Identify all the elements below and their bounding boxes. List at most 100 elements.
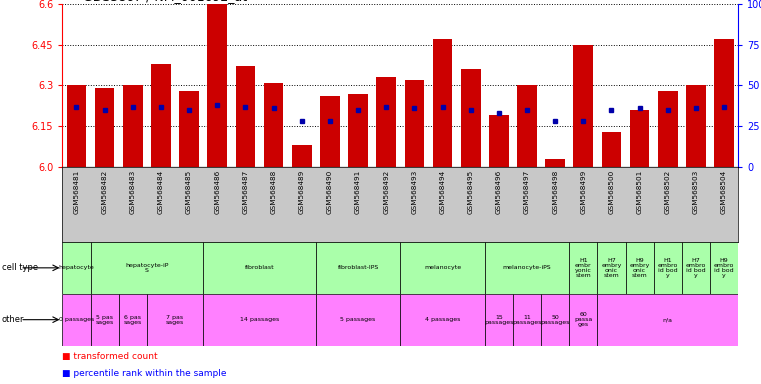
Bar (95, 88, 114, 167)
Bar (203, 294, 316, 346)
Text: GSM568503: GSM568503 (693, 169, 699, 214)
Text: GSM568495: GSM568495 (468, 169, 473, 214)
Bar (485, 294, 513, 346)
Bar (489, 115, 508, 167)
Text: GSM568493: GSM568493 (412, 169, 417, 214)
Bar (626, 242, 654, 294)
Text: fibroblast-IPS: fibroblast-IPS (337, 265, 379, 270)
Bar (316, 242, 400, 294)
Text: GSM568486: GSM568486 (215, 169, 220, 214)
Bar (485, 242, 569, 294)
Text: GSM568500: GSM568500 (609, 169, 614, 214)
Text: GSM568499: GSM568499 (581, 169, 586, 214)
Bar (292, 145, 311, 167)
Bar (654, 242, 682, 294)
Text: cell type: cell type (2, 263, 37, 272)
Text: 6 pas
sages: 6 pas sages (124, 314, 142, 325)
Bar (119, 294, 147, 346)
Text: n/a: n/a (663, 317, 673, 322)
Bar (62, 294, 91, 346)
Bar (180, 91, 199, 167)
Text: 7 pas
sages: 7 pas sages (166, 314, 184, 325)
Bar (569, 294, 597, 346)
Text: GSM568497: GSM568497 (524, 169, 530, 214)
Bar (597, 242, 626, 294)
Bar (715, 39, 734, 167)
Text: H9
embro
id bod
y: H9 embro id bod y (714, 258, 734, 278)
Bar (513, 294, 541, 346)
Bar (316, 294, 400, 346)
Bar (405, 80, 424, 167)
Bar (91, 294, 119, 346)
Bar (203, 242, 316, 294)
Text: fibroblast: fibroblast (245, 265, 274, 270)
Bar (597, 294, 738, 346)
Bar (349, 94, 368, 167)
Text: GSM568496: GSM568496 (496, 169, 501, 214)
Text: GSM568504: GSM568504 (721, 169, 727, 214)
Text: ■ transformed count: ■ transformed count (62, 352, 158, 361)
Bar (208, 4, 227, 167)
Bar (123, 86, 142, 167)
Text: H7
embry
onic
stem: H7 embry onic stem (601, 258, 622, 278)
Bar (62, 242, 91, 294)
Text: H7
embro
id bod
y: H7 embro id bod y (686, 258, 706, 278)
Text: GSM568484: GSM568484 (158, 169, 164, 214)
Bar (264, 83, 283, 167)
Text: GSM568487: GSM568487 (243, 169, 248, 214)
Bar (630, 110, 649, 167)
Text: melanocyte-iPS: melanocyte-iPS (503, 265, 551, 270)
Text: H1
embro
id bod
y: H1 embro id bod y (658, 258, 678, 278)
Bar (517, 86, 537, 167)
Bar (377, 77, 396, 167)
Bar (433, 39, 452, 167)
Bar (91, 242, 203, 294)
Text: GSM568490: GSM568490 (327, 169, 333, 214)
Text: 15
passages: 15 passages (484, 314, 514, 325)
Text: 50
passages: 50 passages (540, 314, 570, 325)
Bar (400, 294, 485, 346)
Text: GSM568489: GSM568489 (299, 169, 304, 214)
Bar (546, 159, 565, 167)
Bar (400, 242, 485, 294)
Bar (686, 86, 705, 167)
Bar (602, 132, 621, 167)
Bar (236, 66, 255, 167)
Bar (320, 96, 339, 167)
Bar (67, 86, 86, 167)
Text: 4 passages: 4 passages (425, 317, 460, 322)
Text: GSM568482: GSM568482 (102, 169, 107, 214)
Text: GSM568485: GSM568485 (186, 169, 192, 214)
Text: GSM568498: GSM568498 (552, 169, 558, 214)
Bar (151, 64, 170, 167)
Text: 11
passages: 11 passages (512, 314, 542, 325)
Text: hepatocyte-iP
S: hepatocyte-iP S (126, 263, 168, 273)
Text: H1
embr
yonic
stem: H1 embr yonic stem (575, 258, 592, 278)
Text: 5 pas
sages: 5 pas sages (96, 314, 113, 325)
Text: GSM568502: GSM568502 (665, 169, 670, 214)
Bar (569, 242, 597, 294)
Text: 0 passages: 0 passages (59, 317, 94, 322)
Text: 5 passages: 5 passages (340, 317, 376, 322)
Text: GSM568481: GSM568481 (74, 169, 79, 214)
Text: ■ percentile rank within the sample: ■ percentile rank within the sample (62, 369, 227, 378)
Text: 14 passages: 14 passages (240, 317, 279, 322)
Bar (658, 91, 677, 167)
Bar (710, 242, 738, 294)
Text: GSM568483: GSM568483 (130, 169, 135, 214)
Text: GSM568488: GSM568488 (271, 169, 276, 214)
Text: 60
passa
ges: 60 passa ges (575, 312, 592, 327)
Bar (682, 242, 710, 294)
Bar (574, 45, 593, 167)
Text: hepatocyte: hepatocyte (59, 265, 94, 270)
Text: GSM568492: GSM568492 (384, 169, 389, 214)
Text: H9
embry
onic
stem: H9 embry onic stem (629, 258, 650, 278)
Text: melanocyte: melanocyte (424, 265, 461, 270)
Bar (541, 294, 569, 346)
Text: GSM568494: GSM568494 (440, 169, 445, 214)
Bar (147, 294, 203, 346)
Text: GSM568501: GSM568501 (637, 169, 642, 214)
Text: other: other (2, 315, 24, 324)
Text: GDS3867 / NM_001692_at: GDS3867 / NM_001692_at (83, 0, 247, 3)
Text: GSM568491: GSM568491 (355, 169, 361, 214)
